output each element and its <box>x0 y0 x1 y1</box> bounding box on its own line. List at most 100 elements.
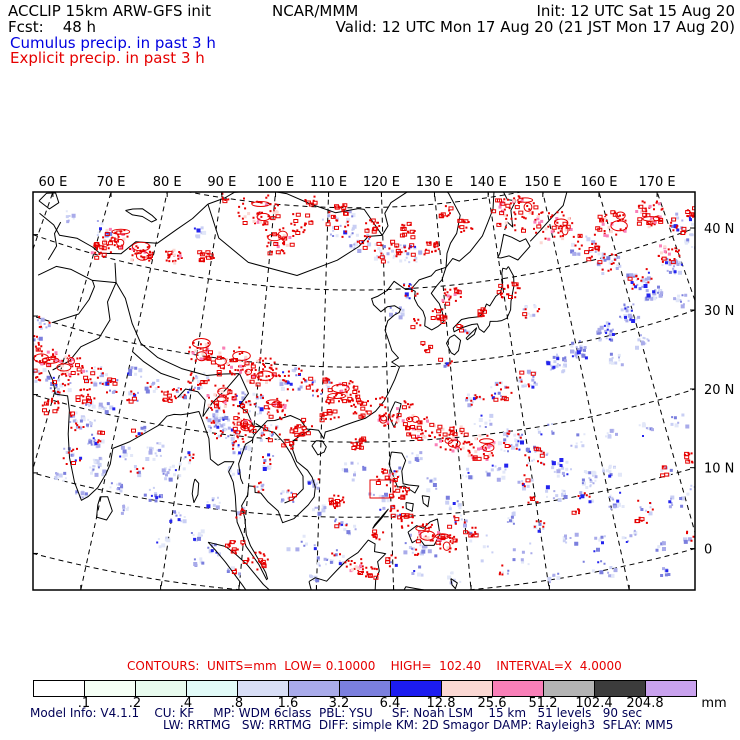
coastline-path <box>96 496 113 521</box>
colorbar-label: 12.8 <box>426 696 456 711</box>
init-time: Init: 12 UTC Sat 15 Aug 20 <box>536 2 735 20</box>
coastline-path <box>410 266 447 290</box>
coastline-path <box>311 440 327 456</box>
colorbar-label: .4 <box>179 696 193 711</box>
colorbar-label: .1 <box>77 696 91 711</box>
colorbar-label: .2 <box>128 696 142 711</box>
coastline-path <box>177 388 206 417</box>
colorbar-label: 102.4 <box>575 696 613 711</box>
latitude-label: 10 N <box>704 462 734 477</box>
colorbar-label: 51.2 <box>528 696 558 711</box>
annotation-box <box>369 479 394 499</box>
coastline-path <box>310 280 411 440</box>
coastline-path <box>255 422 304 504</box>
precip-marks <box>33 210 695 582</box>
model-info-line1: Model Info: V4.1.1 CU: KF MP: WDM 6class… <box>30 706 643 720</box>
coastline-path <box>47 221 62 261</box>
longitude-line <box>542 192 630 590</box>
latitude-label: 30 N <box>704 304 734 319</box>
explicit-precip-contours <box>33 192 695 580</box>
colorbar-cell <box>594 681 645 696</box>
coastline-path <box>389 401 402 428</box>
longitude-line <box>598 192 695 535</box>
map-frame <box>32 191 696 591</box>
coastline-path <box>207 192 383 276</box>
coastline-path <box>410 192 495 331</box>
coastlines <box>37 192 568 590</box>
colorbar-label: 25.6 <box>477 696 507 711</box>
colorbar-cell <box>186 681 237 696</box>
coastline-path <box>202 373 240 417</box>
coastline-path <box>446 334 462 356</box>
colorbar-label: .8 <box>230 696 244 711</box>
longitude-label: 90 E <box>207 175 236 190</box>
coastline-path <box>445 192 461 268</box>
colorbar-label: 6.4 <box>379 696 401 711</box>
longitude-label: 140 E <box>470 175 507 190</box>
precip-contour-marks <box>33 197 695 580</box>
coastline-path <box>465 327 478 341</box>
coastline-path <box>51 280 95 324</box>
colorbar-cell <box>441 681 492 696</box>
colorbar-cell <box>135 681 186 696</box>
colorbar-cell <box>339 681 390 696</box>
latitude-line <box>33 227 695 291</box>
colorbar <box>33 680 697 697</box>
legend-cumulus-precip: Cumulus precip. in past 3 h <box>10 34 216 52</box>
coastline-path <box>191 478 200 503</box>
coastline-path <box>381 192 409 236</box>
precip-marks <box>52 216 695 573</box>
latitude-line <box>33 309 695 368</box>
coastline-path <box>99 203 209 255</box>
forecast-hour: Fcst: 48 h <box>8 18 97 36</box>
coastline-path <box>207 541 271 590</box>
longitude-label: 130 E <box>416 175 453 190</box>
coastline-path <box>372 508 389 529</box>
coastline-path <box>403 586 425 590</box>
colorbar-cell <box>645 681 696 696</box>
axis-ticks <box>33 192 695 590</box>
longitude-label: 160 E <box>580 175 617 190</box>
coastline-path <box>114 262 117 283</box>
colorbar-cell <box>543 681 594 696</box>
coastline-path <box>132 351 180 381</box>
coastline-path <box>405 502 414 512</box>
colorbar-cell <box>84 681 135 696</box>
coastline-path <box>529 192 568 242</box>
coastline-path <box>125 208 158 223</box>
coastline-path <box>450 578 458 590</box>
coastline-path <box>39 212 101 254</box>
coastline-path <box>115 282 262 428</box>
longitude-label: 110 E <box>310 175 347 190</box>
plot-title: ACCLIP 15km ARW-GFS init <box>8 2 211 20</box>
coastline-path <box>421 495 430 508</box>
colorbar-unit: mm <box>701 696 727 711</box>
precip-marks <box>40 199 671 573</box>
longitude-label: 150 E <box>524 175 561 190</box>
colorbar-cell <box>288 681 339 696</box>
coastline-path <box>52 282 117 371</box>
model-info-line2: LW: RRTMG SW: RRTMG DIFF: simple KM: 2D … <box>163 718 674 732</box>
colorbar-cell <box>390 681 441 696</box>
longitude-label: 80 E <box>153 175 182 190</box>
latitude-label: 40 N <box>704 222 734 237</box>
coastline-path <box>261 415 311 430</box>
colorbar-cell <box>34 681 84 696</box>
coastline-path <box>241 428 316 580</box>
colorbar-label: 3.2 <box>328 696 350 711</box>
colorbar-label: 1.6 <box>277 696 299 711</box>
coastline-path <box>38 192 60 210</box>
latitude-label: 0 <box>704 543 712 558</box>
coastline-path <box>47 370 268 581</box>
longitude-line <box>160 192 223 590</box>
colorbar-cell <box>492 681 543 696</box>
longitude-label: 70 E <box>97 175 126 190</box>
org-name: NCAR/MMM <box>272 2 359 20</box>
coastline-path <box>308 539 387 590</box>
coastline-path <box>238 426 262 485</box>
longitude-label: 170 E <box>638 175 675 190</box>
longitude-label: 120 E <box>363 175 400 190</box>
latitude-label: 20 N <box>704 383 734 398</box>
colorbar-label: 204.8 <box>626 696 664 711</box>
